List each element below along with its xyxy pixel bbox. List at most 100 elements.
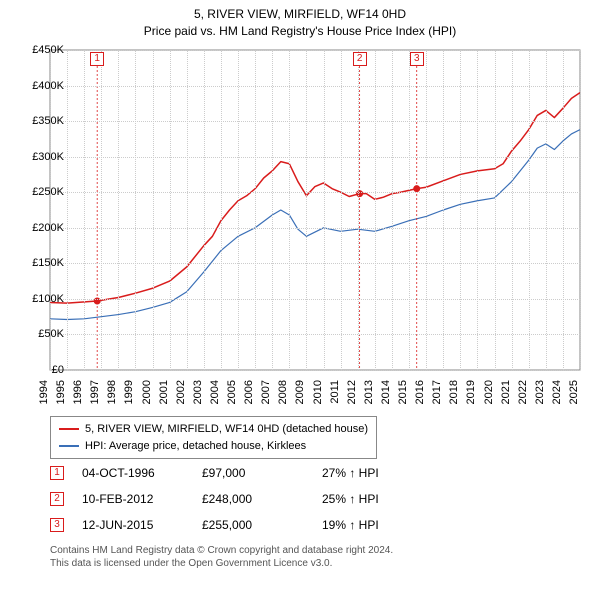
grid-h — [50, 192, 580, 193]
sale-marker-num-1: 1 — [54, 467, 60, 478]
y-tick-label: £50K — [14, 328, 64, 340]
chart-container: 5, RIVER VIEW, MIRFIELD, WF14 0HD Price … — [0, 0, 600, 590]
grid-v — [546, 50, 547, 370]
x-tick-label: 2012 — [346, 380, 358, 410]
grid-v — [477, 50, 478, 370]
x-tick-label: 2020 — [483, 380, 495, 410]
chart-title: 5, RIVER VIEW, MIRFIELD, WF14 0HD Price … — [0, 0, 600, 40]
grid-h — [50, 86, 580, 87]
grid-v — [118, 50, 119, 370]
x-tick-label: 2004 — [209, 380, 221, 410]
sale-marker-1: 1 — [50, 466, 64, 480]
y-tick-label: £100K — [14, 293, 64, 305]
grid-v — [238, 50, 239, 370]
sale-row-2: 2 10-FEB-2012 £248,000 25% ↑ HPI — [50, 492, 379, 506]
grid-v — [512, 50, 513, 370]
x-tick-label: 2008 — [277, 380, 289, 410]
sale-marker-2: 2 — [50, 492, 64, 506]
grid-v — [460, 50, 461, 370]
grid-v — [101, 50, 102, 370]
y-tick-label: £450K — [14, 44, 64, 56]
sale-delta-1: 27% ↑ HPI — [322, 466, 379, 480]
grid-v — [529, 50, 530, 370]
sale-delta-3: 19% ↑ HPI — [322, 518, 379, 532]
x-tick-label: 2006 — [243, 380, 255, 410]
sale-date-3: 12-JUN-2015 — [82, 518, 202, 532]
legend-item-price: 5, RIVER VIEW, MIRFIELD, WF14 0HD (detac… — [59, 421, 368, 438]
sale-box-1: 1 — [90, 52, 104, 66]
x-tick-label: 2005 — [226, 380, 238, 410]
x-tick-label: 1994 — [38, 380, 50, 410]
x-tick-label: 2016 — [414, 380, 426, 410]
y-tick-label: £0 — [14, 364, 64, 376]
grid-v — [409, 50, 410, 370]
grid-h — [50, 370, 580, 371]
plot-svg — [50, 50, 580, 370]
sale-price-3: £255,000 — [202, 518, 322, 532]
x-tick-label: 2024 — [551, 380, 563, 410]
grid-v — [153, 50, 154, 370]
sale-date-2: 10-FEB-2012 — [82, 492, 202, 506]
sale-price-2: £248,000 — [202, 492, 322, 506]
grid-v — [170, 50, 171, 370]
grid-h — [50, 299, 580, 300]
sale-row-3: 3 12-JUN-2015 £255,000 19% ↑ HPI — [50, 518, 379, 532]
legend-swatch-hpi — [59, 445, 79, 447]
x-tick-label: 2013 — [363, 380, 375, 410]
grid-h — [50, 50, 580, 51]
grid-h — [50, 228, 580, 229]
sale-box-2: 2 — [353, 52, 367, 66]
x-tick-label: 1998 — [106, 380, 118, 410]
x-tick-label: 2011 — [329, 380, 341, 410]
y-tick-label: £400K — [14, 80, 64, 92]
sale-row-1: 1 04-OCT-1996 £97,000 27% ↑ HPI — [50, 466, 379, 480]
footer: Contains HM Land Registry data © Crown c… — [50, 544, 393, 570]
x-tick-label: 2009 — [294, 380, 306, 410]
x-tick-label: 2014 — [380, 380, 392, 410]
sale-marker-3: 3 — [50, 518, 64, 532]
plot-area: 123 — [50, 50, 580, 370]
grid-v — [272, 50, 273, 370]
grid-v — [84, 50, 85, 370]
x-tick-label: 2019 — [465, 380, 477, 410]
y-tick-label: £250K — [14, 186, 64, 198]
sale-price-1: £97,000 — [202, 466, 322, 480]
grid-v — [50, 50, 51, 370]
grid-h — [50, 334, 580, 335]
sale-marker-num-2: 2 — [54, 493, 60, 504]
x-tick-label: 2025 — [568, 380, 580, 410]
grid-v — [255, 50, 256, 370]
x-tick-label: 2023 — [534, 380, 546, 410]
grid-v — [67, 50, 68, 370]
grid-v — [289, 50, 290, 370]
grid-v — [563, 50, 564, 370]
grid-v — [341, 50, 342, 370]
grid-v — [324, 50, 325, 370]
legend: 5, RIVER VIEW, MIRFIELD, WF14 0HD (detac… — [50, 416, 377, 459]
x-tick-label: 2001 — [158, 380, 170, 410]
grid-v — [375, 50, 376, 370]
grid-v — [135, 50, 136, 370]
sale-marker-num-3: 3 — [54, 519, 60, 530]
footer-line-2: This data is licensed under the Open Gov… — [50, 557, 393, 570]
y-tick-label: £300K — [14, 151, 64, 163]
y-tick-label: £200K — [14, 222, 64, 234]
grid-v — [358, 50, 359, 370]
title-line-1: 5, RIVER VIEW, MIRFIELD, WF14 0HD — [0, 6, 600, 23]
y-tick-label: £350K — [14, 115, 64, 127]
grid-v — [204, 50, 205, 370]
title-line-2: Price paid vs. HM Land Registry's House … — [0, 23, 600, 40]
grid-h — [50, 263, 580, 264]
x-tick-label: 2000 — [141, 380, 153, 410]
grid-v — [392, 50, 393, 370]
grid-v — [221, 50, 222, 370]
grid-v — [443, 50, 444, 370]
legend-item-hpi: HPI: Average price, detached house, Kirk… — [59, 438, 368, 455]
grid-v — [495, 50, 496, 370]
x-tick-label: 1997 — [89, 380, 101, 410]
grid-v — [306, 50, 307, 370]
grid-h — [50, 157, 580, 158]
y-tick-label: £150K — [14, 257, 64, 269]
legend-label-hpi: HPI: Average price, detached house, Kirk… — [85, 438, 306, 455]
x-tick-label: 1996 — [72, 380, 84, 410]
